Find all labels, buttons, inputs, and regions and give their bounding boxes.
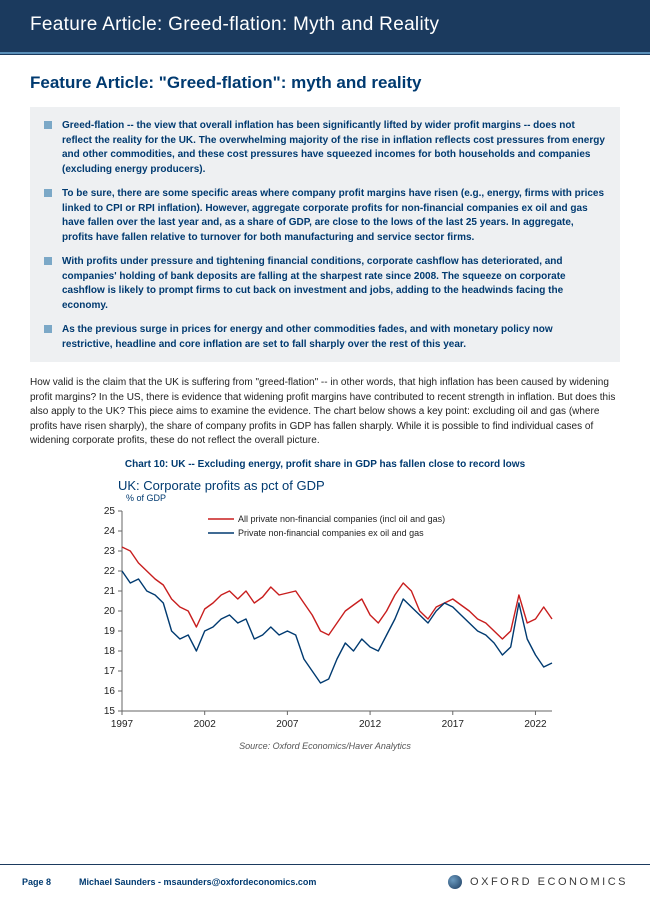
bullet-marker-icon [44,189,52,197]
svg-text:25: 25 [104,506,116,517]
article-body: How valid is the claim that the UK is su… [30,376,620,449]
svg-text:24: 24 [104,526,116,537]
summary-bullet: To be sure, there are some specific area… [44,187,606,245]
page-content: Feature Article: "Greed-flation": myth a… [0,55,650,751]
footer-author: Michael Saunders - msaunders@oxfordecono… [79,877,316,887]
svg-text:15: 15 [104,706,116,717]
svg-text:2007: 2007 [276,719,299,730]
bullet-text: With profits under pressure and tighteni… [62,255,606,313]
page-header: Feature Article: Greed-flation: Myth and… [0,0,650,52]
svg-text:23: 23 [104,546,116,557]
footer-logo-text: OXFORD ECONOMICS [470,876,628,888]
summary-bullet: With profits under pressure and tighteni… [44,255,606,313]
bullet-marker-icon [44,257,52,265]
svg-text:19: 19 [104,626,116,637]
svg-text:Private non-financial companie: Private non-financial companies ex oil a… [238,528,424,538]
bullet-text: As the previous surge in prices for ener… [62,323,606,352]
article-title: Feature Article: "Greed-flation": myth a… [30,73,620,93]
bullet-marker-icon [44,325,52,333]
footer-logo: OXFORD ECONOMICS [448,875,628,889]
bullet-text: To be sure, there are some specific area… [62,187,606,245]
svg-text:1997: 1997 [111,719,134,730]
svg-text:22: 22 [104,566,116,577]
bullet-marker-icon [44,121,52,129]
svg-text:16: 16 [104,686,116,697]
page-footer: Page 8 Michael Saunders - msaunders@oxfo… [0,864,650,898]
svg-text:18: 18 [104,646,116,657]
svg-text:2002: 2002 [194,719,217,730]
summary-bullet: Greed-flation -- the view that overall i… [44,119,606,177]
globe-icon [448,875,462,889]
svg-text:20: 20 [104,606,116,617]
chart-source: Source: Oxford Economics/Haver Analytics [90,741,560,751]
svg-text:2017: 2017 [442,719,465,730]
footer-page: Page 8 [22,877,51,887]
svg-text:17: 17 [104,666,116,677]
chart-container: UK: Corporate profits as pct of GDP % of… [90,478,560,751]
chart-subtitle: UK: Corporate profits as pct of GDP [118,478,560,493]
summary-box: Greed-flation -- the view that overall i… [30,107,620,362]
svg-text:21: 21 [104,586,116,597]
summary-bullet: As the previous surge in prices for ener… [44,323,606,352]
bullet-text: Greed-flation -- the view that overall i… [62,119,606,177]
svg-text:2012: 2012 [359,719,382,730]
chart-title: Chart 10: UK -- Excluding energy, profit… [30,459,620,470]
header-title: Feature Article: Greed-flation: Myth and… [30,14,439,35]
chart-ylabel: % of GDP [126,493,560,503]
svg-text:2022: 2022 [524,719,547,730]
chart-svg: 15 16 17 18 19 20 21 22 23 24 25 1997 2002 2007 2012 20… [90,505,560,735]
svg-text:All private non-financial comp: All private non-financial companies (inc… [238,514,445,524]
